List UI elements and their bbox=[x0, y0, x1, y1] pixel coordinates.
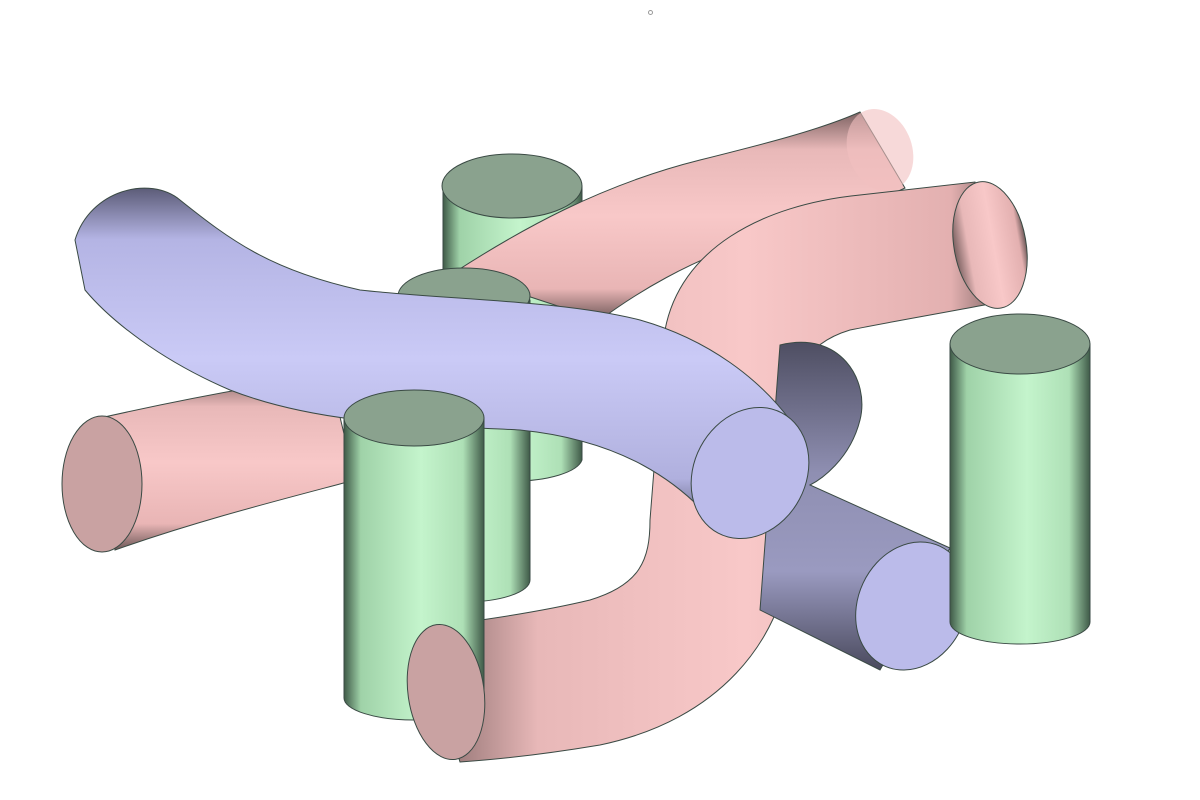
small-circle-marker bbox=[648, 10, 653, 15]
green-cylinder-right bbox=[950, 314, 1090, 644]
